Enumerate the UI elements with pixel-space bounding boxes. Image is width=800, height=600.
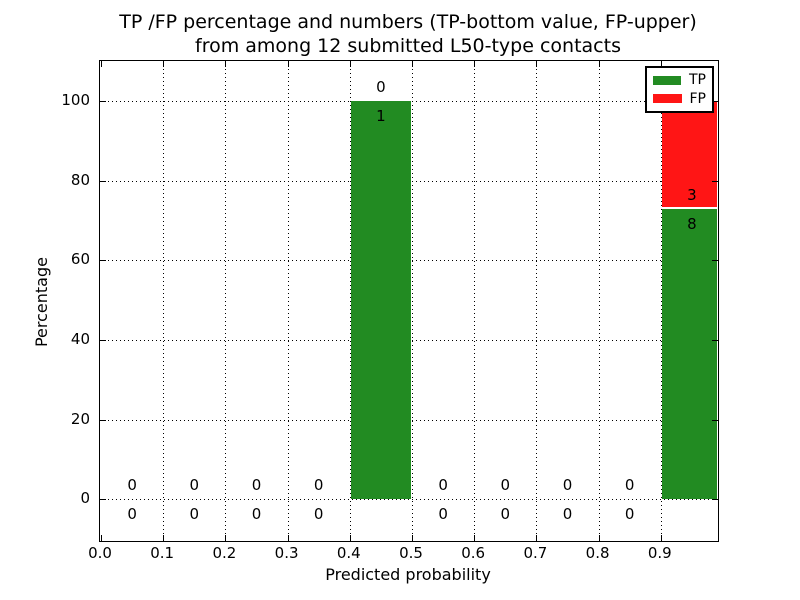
tp-count-label: 0: [562, 505, 573, 524]
y-tick-mark-right: [712, 100, 718, 102]
x-tick-mark-bottom: [474, 535, 476, 541]
fp-count-label: 0: [127, 476, 137, 495]
fp-count-label: 0: [500, 476, 511, 495]
tp-count-label: 0: [500, 505, 511, 524]
y-tick-mark-left: [100, 419, 106, 421]
legend-swatch-tp-icon: [653, 75, 681, 85]
chart-title-line1: TP /FP percentage and numbers (TP-bottom…: [119, 11, 697, 33]
tp-count-label: 1: [376, 106, 386, 125]
y-tick-mark-right: [712, 180, 718, 182]
legend-row: FP: [653, 92, 706, 106]
gridline-vertical: [225, 61, 227, 541]
fp-count-label: 0: [313, 476, 324, 495]
gridline-vertical: [598, 61, 600, 541]
tp-count-label: 0: [438, 505, 448, 524]
x-tick-label: 0.3: [274, 544, 299, 562]
x-tick-mark-bottom: [225, 535, 227, 541]
bar-segment-fp: [661, 100, 717, 210]
x-tick-label: 0.7: [523, 544, 548, 562]
fp-count-label: 0: [376, 77, 386, 96]
fp-count-label: 0: [562, 476, 573, 495]
x-tick-mark-top: [287, 61, 289, 67]
x-tick-label: 0.1: [150, 544, 175, 562]
x-tick-mark-bottom: [412, 535, 413, 541]
y-axis-label: Percentage: [32, 257, 51, 348]
chart-title-line2: from among 12 submitted L50-type contact…: [195, 35, 621, 57]
x-tick-mark-top: [101, 61, 102, 67]
y-tick-mark-right: [712, 260, 718, 262]
x-tick-label: 0.5: [399, 544, 423, 562]
x-tick-mark-bottom: [536, 535, 538, 541]
tp-count-label: 8: [687, 215, 697, 234]
gridline-vertical: [474, 61, 476, 541]
y-tick-label: 80: [70, 170, 90, 189]
x-tick-mark-top: [163, 61, 165, 67]
x-tick-label: 0.0: [88, 544, 112, 562]
x-tick-mark-top: [598, 61, 600, 67]
plot-area: 0 0 0 0 0 0 0 0 0 1 0 0 0 0 0 0 0 0 3 8: [99, 60, 719, 542]
y-tick-label: 20: [70, 409, 90, 428]
x-tick-mark-bottom: [163, 535, 165, 541]
x-tick-mark-top: [349, 61, 351, 67]
x-tick-label: 0.8: [585, 544, 610, 562]
tp-count-label: 0: [313, 505, 324, 524]
y-tick-mark-left: [100, 100, 106, 102]
legend-swatch-fp-icon: [653, 94, 682, 104]
gridline-vertical: [536, 61, 538, 541]
x-tick-mark-top: [225, 61, 227, 67]
fp-count-label: 0: [624, 476, 635, 495]
legend: TP FP: [645, 66, 714, 113]
y-tick-mark-left: [100, 180, 106, 182]
x-axis-label: Predicted probability: [325, 565, 491, 584]
fp-count-label: 3: [687, 186, 697, 205]
x-tick-mark-top: [474, 61, 476, 67]
fp-count-label: 0: [251, 476, 262, 495]
gridline-vertical: [287, 61, 289, 541]
x-tick-mark-bottom: [598, 535, 600, 541]
gridline-horizontal: [100, 499, 718, 501]
legend-label: TP: [689, 72, 706, 89]
fp-count-label: 0: [189, 476, 200, 495]
bar-segment-tp: [661, 209, 717, 500]
y-tick-label: 0: [80, 489, 90, 508]
x-tick-label: 0.6: [461, 544, 486, 562]
x-tick-label: 0.2: [212, 544, 237, 562]
y-tick-mark-right: [712, 339, 718, 341]
x-tick-mark-bottom: [349, 535, 351, 541]
bar-segment-tp: [350, 100, 411, 500]
legend-row: TP: [653, 73, 706, 87]
y-tick-label: 40: [70, 329, 90, 348]
gridline-vertical: [660, 61, 662, 541]
x-tick-label: 0.4: [336, 544, 361, 562]
chart-title: TP /FP percentage and numbers (TP-bottom…: [99, 10, 717, 58]
fp-count-label: 0: [438, 476, 448, 495]
x-tick-mark-top: [660, 61, 662, 67]
x-tick-mark-top: [536, 61, 538, 67]
tp-count-label: 0: [189, 505, 200, 524]
y-tick-mark-right: [712, 499, 718, 501]
gridline-vertical: [349, 61, 351, 541]
x-tick-mark-bottom: [287, 535, 289, 541]
gridline-vertical: [412, 61, 413, 541]
tp-count-label: 0: [624, 505, 635, 524]
y-tick-mark-right: [712, 419, 718, 421]
y-tick-label: 100: [61, 90, 90, 109]
y-tick-mark-left: [100, 499, 106, 501]
y-tick-label: 60: [70, 250, 90, 269]
x-tick-mark-bottom: [660, 535, 662, 541]
x-tick-label: 0.9: [647, 544, 672, 562]
gridline-vertical: [163, 61, 165, 541]
legend-label: FP: [689, 90, 707, 107]
y-tick-mark-left: [100, 260, 106, 262]
tp-count-label: 0: [251, 505, 262, 524]
tp-count-label: 0: [127, 505, 137, 524]
x-tick-mark-top: [412, 61, 413, 67]
y-tick-mark-left: [100, 339, 106, 341]
x-tick-mark-bottom: [101, 535, 102, 541]
